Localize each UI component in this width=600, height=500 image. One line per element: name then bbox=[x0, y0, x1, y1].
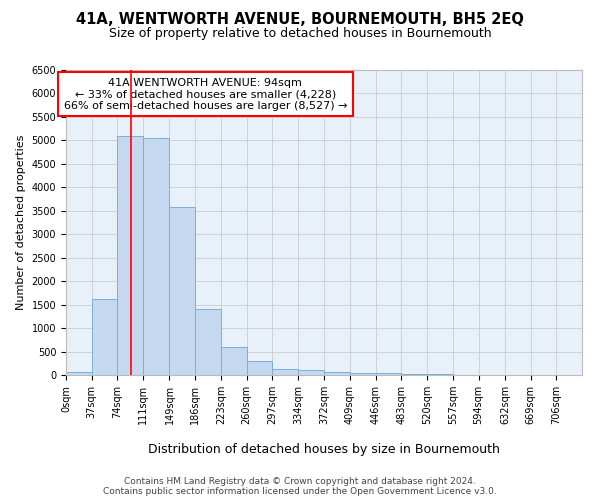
Text: Contains public sector information licensed under the Open Government Licence v3: Contains public sector information licen… bbox=[103, 488, 497, 496]
Text: Contains HM Land Registry data © Crown copyright and database right 2024.: Contains HM Land Registry data © Crown c… bbox=[124, 478, 476, 486]
Bar bbox=[195, 310, 221, 375]
Text: Distribution of detached houses by size in Bournemouth: Distribution of detached houses by size … bbox=[148, 442, 500, 456]
Y-axis label: Number of detached properties: Number of detached properties bbox=[16, 135, 26, 310]
Bar bbox=[92, 299, 118, 375]
Bar bbox=[169, 208, 195, 375]
Bar bbox=[221, 348, 247, 375]
Bar bbox=[272, 368, 298, 375]
Bar bbox=[376, 372, 401, 375]
Text: 41A, WENTWORTH AVENUE, BOURNEMOUTH, BH5 2EQ: 41A, WENTWORTH AVENUE, BOURNEMOUTH, BH5 … bbox=[76, 12, 524, 28]
Bar bbox=[325, 372, 350, 375]
Bar bbox=[143, 138, 169, 375]
Bar bbox=[66, 372, 92, 375]
Bar bbox=[298, 370, 325, 375]
Bar bbox=[427, 374, 453, 375]
Bar bbox=[118, 136, 143, 375]
Bar bbox=[401, 374, 427, 375]
Text: 41A WENTWORTH AVENUE: 94sqm
← 33% of detached houses are smaller (4,228)
66% of : 41A WENTWORTH AVENUE: 94sqm ← 33% of det… bbox=[64, 78, 347, 111]
Bar bbox=[350, 373, 376, 375]
Text: Size of property relative to detached houses in Bournemouth: Size of property relative to detached ho… bbox=[109, 28, 491, 40]
Bar bbox=[247, 361, 272, 375]
